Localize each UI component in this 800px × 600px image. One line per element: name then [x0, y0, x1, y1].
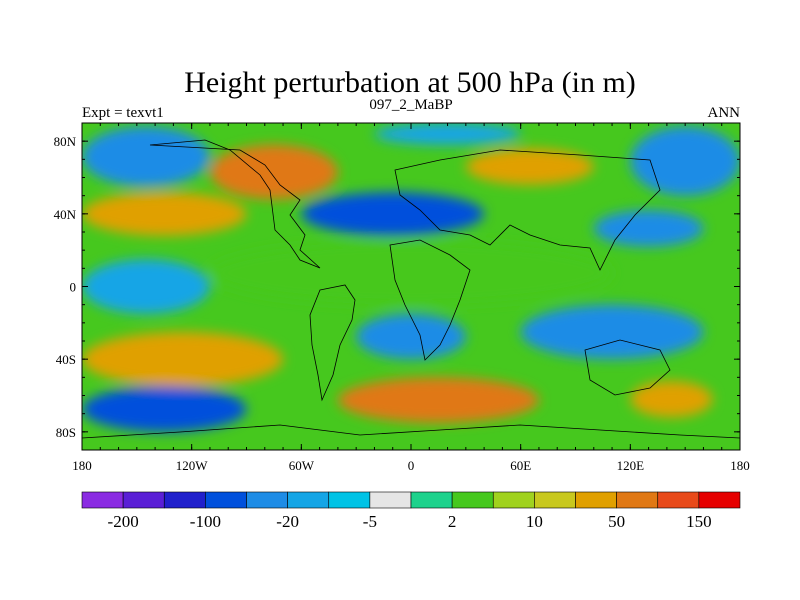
- colorbar-label: -20: [276, 512, 299, 531]
- x-tick-label: 120W: [176, 458, 209, 473]
- colorbar-label: -5: [363, 512, 377, 531]
- x-tick-label: 0: [408, 458, 415, 473]
- region-s-atlantic-low: [356, 313, 466, 360]
- x-tick-label: 60W: [289, 458, 315, 473]
- colorbar-label: -100: [190, 512, 221, 531]
- x-tick-label: 120E: [617, 458, 645, 473]
- colorbar-swatch: [163, 491, 206, 509]
- colorbar-swatch: [246, 491, 288, 509]
- region-antarctic-low: [82, 386, 247, 432]
- region-arctic-low-east: [630, 126, 740, 196]
- colorbar-swatch: [122, 491, 165, 509]
- colorbar-label: 10: [526, 512, 543, 531]
- region-s-indian-high: [630, 380, 713, 418]
- region-eurasia-high: [465, 148, 594, 185]
- region-indian-low: [520, 304, 704, 360]
- region-s-ocean-high: [337, 377, 539, 423]
- region-n-atlantic-low: [301, 192, 485, 236]
- colorbar-swatch: [657, 491, 700, 509]
- coastline-south-america: [309, 284, 356, 402]
- colorbar-label: 2: [448, 512, 457, 531]
- y-tick-label: 0: [70, 280, 77, 295]
- coastline-north-america: [149, 139, 321, 269]
- colorbar-label: 50: [608, 512, 625, 531]
- experiment-label: Expt = texvt1: [82, 105, 164, 121]
- x-tick-label: 180: [730, 458, 750, 473]
- region-tropics-green: [209, 241, 613, 305]
- region-asia-low: [593, 210, 704, 247]
- colorbar: -200 -100 -20 -5 2 10 50 150: [81, 491, 741, 531]
- region-arctic-low-west: [82, 126, 210, 187]
- region-s-pacific-high: [82, 331, 284, 387]
- y-axis: 80N 40N 0 40S 80S: [54, 122, 740, 451]
- colorbar-label: -200: [108, 512, 139, 531]
- y-tick-label: 40S: [56, 352, 76, 367]
- y-tick-label: 40N: [54, 207, 77, 222]
- contour-map: [82, 123, 740, 450]
- contour-regions: [82, 123, 740, 432]
- colorbar-swatch: [575, 491, 617, 509]
- colorbar-swatch: [205, 491, 247, 509]
- region-n-america-high: [209, 144, 338, 200]
- colorbar-swatch: [410, 491, 453, 509]
- region-pacific-cyan: [82, 259, 210, 314]
- region-n-pacific-high: [82, 192, 247, 236]
- colorbar-swatch: [698, 491, 741, 509]
- season-label: ANN: [708, 105, 741, 121]
- colorbar-swatch: [369, 491, 412, 509]
- colorbar-swatch: [616, 491, 659, 509]
- x-axis: 180 120W 60W 0 60E 120E 180: [72, 123, 750, 473]
- colorbar-swatch: [492, 491, 535, 509]
- colorbar-swatch: [287, 491, 330, 509]
- colorbar-swatch: [534, 491, 576, 509]
- coastline-eurasia: [394, 149, 661, 271]
- chart-title: Height perturbation at 500 hPa (in m): [184, 66, 636, 99]
- y-tick-label: 80N: [54, 134, 77, 149]
- colorbar-swatch: [451, 491, 494, 509]
- colorbar-swatch: [328, 491, 371, 509]
- colorbar-label: 150: [686, 512, 712, 531]
- coastline-antarctica: [82, 424, 740, 439]
- coastline-outlines: [82, 139, 740, 439]
- coastline-australia: [584, 339, 671, 396]
- region-arctic-low-center: [374, 123, 521, 145]
- case-label: 097_2_MaBP: [369, 97, 452, 113]
- y-tick-label: 80S: [56, 425, 76, 440]
- x-tick-label: 180: [72, 458, 92, 473]
- coastline-africa: [389, 239, 471, 361]
- x-tick-label: 60E: [510, 458, 531, 473]
- colorbar-swatch: [81, 491, 124, 509]
